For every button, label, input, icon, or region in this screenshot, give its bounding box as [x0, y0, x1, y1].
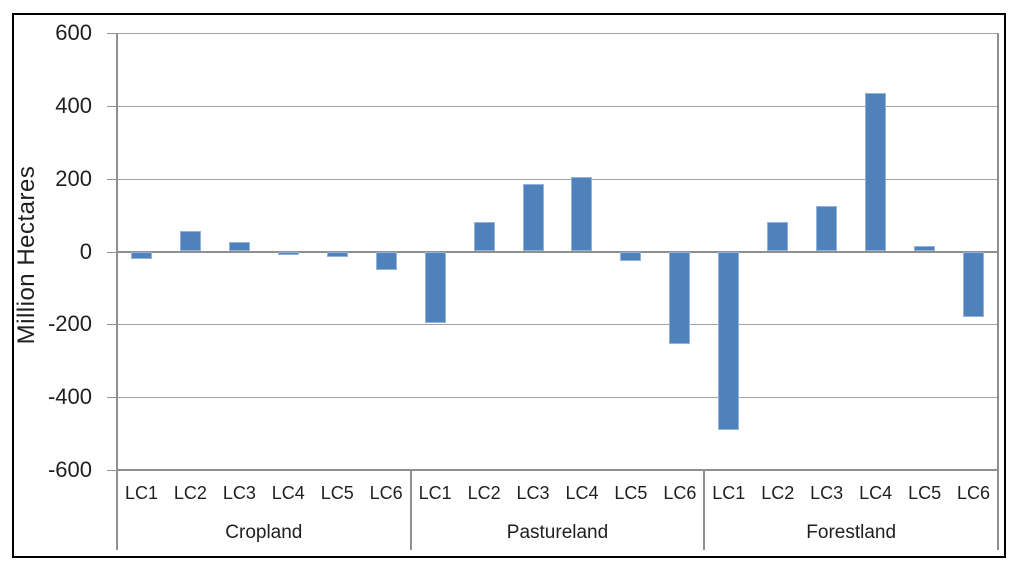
y-tick-mark	[107, 178, 117, 180]
bar-forestland-lc3	[816, 205, 838, 252]
category-label: LC2	[467, 483, 501, 503]
plot-right-border	[997, 33, 999, 550]
y-tick-label: 200	[55, 165, 92, 191]
category-label: LC5	[320, 483, 354, 503]
category-label: LC6	[663, 483, 697, 503]
category-label: LC5	[614, 483, 648, 503]
bar-cropland-lc5	[326, 251, 348, 257]
group-separator	[703, 470, 706, 550]
bar-forestland-lc6	[963, 251, 985, 318]
bar-forestland-lc2	[767, 222, 789, 252]
category-label: LC3	[222, 483, 256, 503]
bar-pastureland-lc3	[522, 184, 544, 252]
group-separator	[409, 470, 412, 550]
bar-pastureland-lc6	[669, 251, 691, 345]
y-tick-mark	[107, 470, 117, 471]
category-label: LC3	[516, 483, 550, 503]
bar-cropland-lc3	[228, 242, 250, 252]
y-gridline	[117, 178, 998, 180]
chart-border-frame	[12, 13, 1006, 558]
group-label: Pastureland	[506, 522, 609, 543]
bar-pastureland-lc2	[473, 222, 495, 252]
category-label: LC4	[271, 483, 305, 503]
y-gridline	[117, 33, 998, 34]
category-label: LC4	[565, 483, 599, 503]
category-label: LC1	[418, 483, 452, 503]
category-label: LC6	[369, 483, 403, 503]
category-axis-line	[117, 469, 998, 471]
y-tick-label: -200	[47, 311, 92, 337]
category-label: LC2	[173, 483, 207, 503]
y-tick-mark	[107, 324, 117, 326]
y-tick-mark	[107, 33, 117, 34]
y-tick-label: -600	[47, 457, 92, 482]
y-tick-label: 0	[79, 238, 92, 264]
y-tick-label: 600	[55, 20, 92, 45]
y-tick-mark	[107, 251, 117, 253]
bar-cropland-lc2	[179, 231, 201, 252]
y-tick-mark	[107, 397, 117, 399]
category-label: LC1	[124, 483, 158, 503]
category-label: LC1	[712, 483, 746, 503]
bar-forestland-lc5	[914, 246, 936, 252]
zero-axis-line	[117, 250, 998, 253]
y-gridline	[117, 397, 998, 399]
bar-pastureland-lc4	[571, 176, 593, 252]
category-label: LC3	[810, 483, 844, 503]
group-label: Cropland	[225, 522, 303, 543]
category-label: LC5	[908, 483, 942, 503]
bar-forestland-lc1	[718, 251, 740, 430]
y-tick-mark	[107, 105, 117, 107]
y-tick-label: 400	[55, 92, 92, 118]
category-label: LC4	[859, 483, 893, 503]
y-tick-label: -400	[47, 384, 92, 410]
category-label: LC2	[761, 483, 795, 503]
bar-pastureland-lc1	[424, 251, 446, 323]
y-axis-line	[116, 33, 118, 550]
bar-cropland-lc1	[130, 251, 152, 259]
bar-cropland-lc6	[375, 251, 397, 270]
y-gridline	[117, 324, 998, 326]
group-label: Forestland	[806, 522, 897, 543]
bar-forestland-lc4	[865, 93, 887, 252]
category-label: LC6	[957, 483, 991, 503]
bar-cropland-lc4	[277, 251, 299, 256]
y-gridline	[117, 105, 998, 107]
bar-pastureland-lc5	[620, 251, 642, 261]
